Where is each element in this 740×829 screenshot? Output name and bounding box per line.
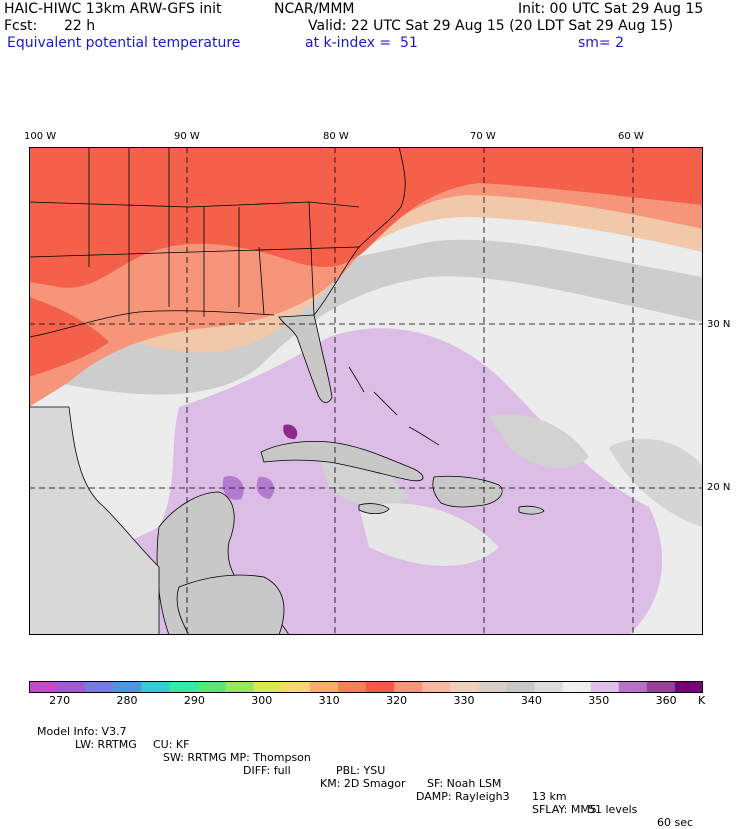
colorbar-unit: K bbox=[698, 694, 706, 707]
model-info: Model Info: V3.7 bbox=[37, 725, 127, 738]
bahamas-1 bbox=[348, 366, 365, 393]
coastlines bbox=[29, 147, 545, 635]
footer-line-2: LW: RRTMG SW: RRTMG DIFF: full KM: 2D Sm… bbox=[68, 725, 597, 816]
colorbar-swatch bbox=[225, 681, 255, 693]
state-lines bbox=[29, 147, 360, 322]
lat-label-20n: 20 N bbox=[707, 482, 731, 493]
mexico-mainland bbox=[29, 406, 160, 635]
dark-purple-patch bbox=[283, 424, 298, 440]
colorbar-swatch bbox=[618, 681, 648, 693]
colorbar-swatch bbox=[169, 681, 198, 693]
lon-label-90w: 90 W bbox=[174, 131, 200, 142]
colorbar bbox=[29, 681, 703, 693]
mp-scheme: MP: Thompson bbox=[230, 751, 311, 764]
lon-label-100w: 100 W bbox=[24, 131, 57, 142]
level-label: at k-index = 51 bbox=[305, 35, 418, 51]
forecast-hour: 22 h bbox=[64, 18, 96, 34]
sf-scheme: SF: Noah LSM bbox=[427, 777, 502, 790]
colorbar-tick-label: 360 bbox=[655, 694, 677, 707]
grid-spacing: 13 km bbox=[532, 790, 567, 803]
colorbar-tick-label: 270 bbox=[49, 694, 71, 707]
colorbar-swatch bbox=[422, 681, 451, 693]
gray-patch-3 bbox=[359, 503, 499, 566]
colorbar-swatch bbox=[506, 681, 535, 693]
gray-patch-2 bbox=[489, 414, 589, 468]
us-coastline bbox=[29, 147, 406, 338]
colorbar-swatch bbox=[113, 681, 142, 693]
org-label: NCAR/MMM bbox=[274, 1, 355, 17]
colorbar-tick-label: 320 bbox=[386, 694, 408, 707]
valid-time: Valid: 22 UTC Sat 29 Aug 15 (20 LDT Sat … bbox=[308, 18, 674, 34]
colorbar-swatch bbox=[253, 681, 283, 693]
colorbar-swatch bbox=[394, 681, 423, 693]
colorbar-tick-label: 340 bbox=[520, 694, 542, 707]
colorbar-swatch bbox=[646, 681, 676, 693]
km-scheme: KM: 2D Smagor bbox=[320, 777, 406, 790]
purple-patch-2 bbox=[256, 476, 275, 499]
colorbar-swatch bbox=[478, 681, 507, 693]
colorbar-swatch bbox=[281, 681, 311, 693]
colorbar-frame bbox=[29, 681, 703, 693]
gray-patch-4 bbox=[609, 438, 703, 527]
map-frame bbox=[29, 147, 703, 635]
colorbar-swatch bbox=[85, 681, 114, 693]
gray-patch-1 bbox=[319, 454, 409, 508]
colorbar-swatch bbox=[534, 681, 564, 693]
timestep: 60 sec bbox=[657, 816, 694, 829]
init-time: Init: 00 UTC Sat 29 Aug 15 bbox=[518, 1, 704, 17]
colorbar-swatch bbox=[57, 681, 86, 693]
gulf-red-tongue bbox=[29, 297, 109, 377]
cuba bbox=[260, 441, 424, 482]
sflay-scheme: SFLAY: MM5 bbox=[532, 803, 597, 816]
colorbar-swatch bbox=[337, 681, 367, 693]
gray-band bbox=[29, 239, 703, 395]
colorbar-swatch bbox=[309, 681, 339, 693]
colorbar-tick-label: 330 bbox=[453, 694, 475, 707]
graticule bbox=[29, 147, 703, 635]
colorbar-swatch bbox=[674, 681, 703, 693]
damp-scheme: DAMP: Rayleigh3 bbox=[416, 790, 510, 803]
colorbar-swatch bbox=[562, 681, 592, 693]
florida bbox=[278, 314, 333, 403]
puerto-rico bbox=[518, 505, 545, 515]
model-title: HAIC-HIWC 13km ARW-GFS init bbox=[4, 1, 222, 17]
hispaniola bbox=[432, 475, 503, 508]
colorbar-swatch bbox=[450, 681, 479, 693]
lon-label-60w: 60 W bbox=[618, 131, 644, 142]
lat-label-30n: 30 N bbox=[707, 319, 731, 330]
colorbar-tick-label: 290 bbox=[183, 694, 205, 707]
field-name: Equivalent potential temperature bbox=[7, 35, 241, 51]
smoothing-label: sm= 2 bbox=[578, 35, 625, 51]
bahamas-2 bbox=[373, 391, 398, 416]
jamaica bbox=[358, 503, 390, 515]
central-america bbox=[176, 574, 285, 635]
colorbar-tick-label: 280 bbox=[116, 694, 138, 707]
colorbar-swatch bbox=[141, 681, 170, 693]
colorbar-swatch bbox=[590, 681, 620, 693]
bahamas-3 bbox=[408, 426, 440, 446]
diff-scheme: DIFF: full bbox=[243, 764, 291, 777]
colorbar-tick-label: 350 bbox=[588, 694, 610, 707]
colorbar-swatch bbox=[197, 681, 227, 693]
sw-scheme: SW: RRTMG bbox=[163, 751, 227, 764]
pbl-scheme: PBL: YSU bbox=[336, 764, 386, 777]
map-panel bbox=[29, 147, 703, 635]
colorbar-tick-label: 310 bbox=[318, 694, 340, 707]
lon-label-80w: 80 W bbox=[323, 131, 349, 142]
colorbar-swatch bbox=[29, 681, 58, 693]
colorbar-tick-label: 300 bbox=[251, 694, 273, 707]
lon-label-70w: 70 W bbox=[470, 131, 496, 142]
forecast-label: Fcst: bbox=[4, 18, 38, 34]
colorbar-swatch bbox=[366, 681, 395, 693]
red-region bbox=[29, 147, 703, 288]
